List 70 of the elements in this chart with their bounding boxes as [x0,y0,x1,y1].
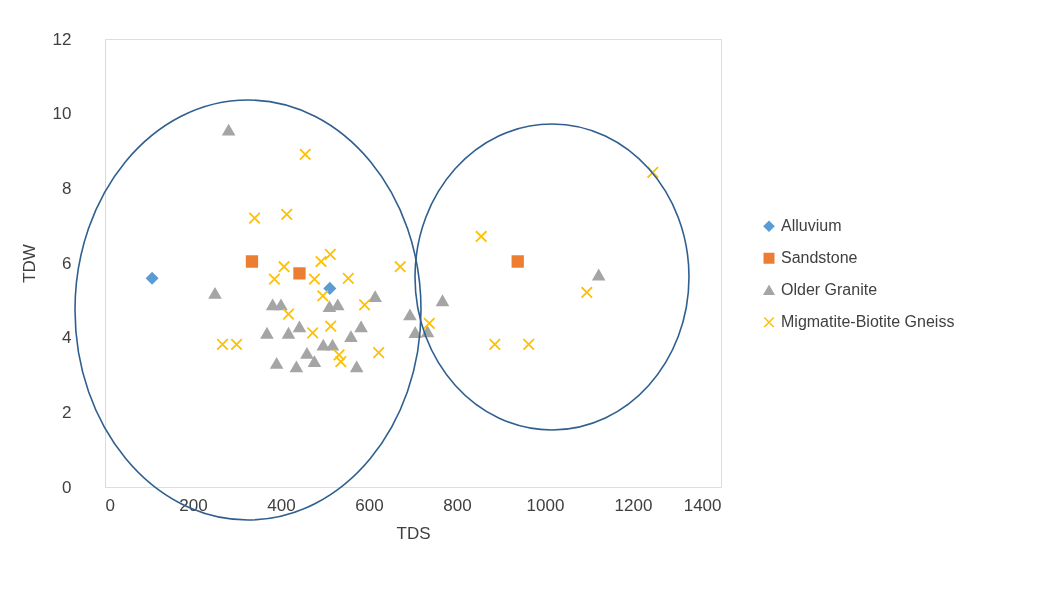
point [324,319,337,333]
y-tick-label: 6 [62,253,72,273]
point [208,287,222,299]
point [436,295,449,307]
point [299,148,312,161]
point [592,269,605,281]
point [646,166,659,179]
point [522,338,535,351]
y-tick-label: 8 [62,178,72,198]
point [369,291,382,303]
point [372,346,385,359]
point [423,317,436,330]
point [394,260,407,273]
legend-label: Older Granite [781,281,878,299]
point [277,260,291,273]
x-tick-label: 600 [355,495,384,515]
point [145,272,159,285]
point [350,361,363,373]
x-tick-label: 800 [443,495,472,515]
point [358,298,371,311]
y-tick-label: 4 [62,328,72,348]
point [308,272,321,286]
point [342,272,355,285]
point [317,339,330,351]
point [316,289,329,302]
point [280,208,293,221]
point [409,327,422,338]
point [314,255,328,268]
point [324,248,337,261]
y-tick-label: 2 [62,402,72,422]
point [511,255,524,268]
legend-label: Sandstone [781,249,858,267]
x-tick-label: 400 [267,495,296,515]
x-axis-title: TDS [396,523,431,543]
point [334,355,347,368]
point [245,255,259,268]
point [282,308,295,321]
point [222,124,235,136]
point [282,327,295,339]
point [306,326,319,339]
point [475,230,488,243]
x-tick-label: 0 [105,495,115,515]
point [290,361,303,373]
point [323,282,336,295]
point [268,272,281,286]
x-tick-label: 1200 [614,495,653,515]
point [332,348,346,361]
y-tick-label: 10 [52,104,72,124]
y-tick-label: 0 [62,477,72,497]
point [300,347,314,359]
y-axis-title: TDW [19,244,39,283]
legend-label: Alluvium [781,217,842,235]
legend-label: Migmatite-Biotite Gneiss [781,313,955,331]
x-tick-label: 1400 [683,495,722,515]
point [344,331,358,342]
point [270,357,283,369]
point [488,338,501,351]
point [308,356,321,367]
y-tick-label: 12 [52,29,72,49]
point [293,321,306,333]
point [248,212,261,225]
point [274,299,288,311]
point [260,327,274,339]
point [326,339,339,351]
x-tick-label: 1000 [526,495,565,515]
point [293,267,306,280]
point [354,321,368,333]
x-tick-label: 200 [179,495,208,515]
point [580,286,593,299]
point [403,309,417,321]
